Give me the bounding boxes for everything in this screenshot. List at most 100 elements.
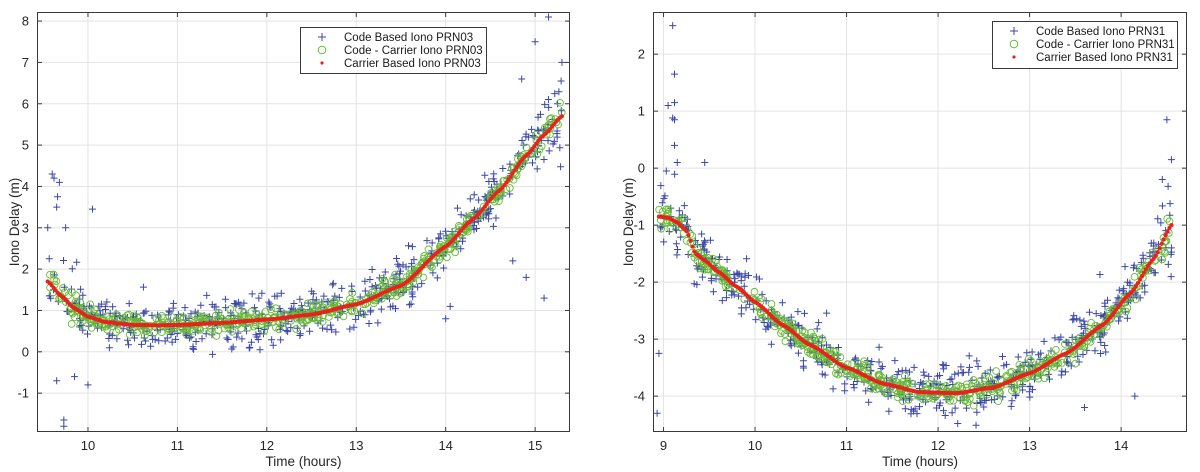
code-carrier-point xyxy=(664,205,673,214)
y-tick-label: 2 xyxy=(22,262,29,277)
code-point xyxy=(139,283,147,291)
code-point xyxy=(365,319,373,327)
y-tick-label: 1 xyxy=(22,303,29,318)
code-carrier-point xyxy=(798,326,807,335)
code-point xyxy=(941,412,949,420)
code-point xyxy=(54,193,62,201)
code-point xyxy=(209,350,217,358)
code-point xyxy=(296,295,304,303)
code-carrier-point xyxy=(975,377,984,386)
code-carrier-point xyxy=(1036,357,1044,365)
code-point xyxy=(1115,286,1123,294)
code-carrier-point xyxy=(925,379,934,388)
code-point xyxy=(125,300,133,308)
code-point xyxy=(707,277,715,285)
code-point xyxy=(1102,348,1110,356)
code-carrier-point xyxy=(1048,349,1056,358)
code-point xyxy=(190,345,198,353)
x-tick-label: 11 xyxy=(171,438,185,453)
y-tick-label: -1 xyxy=(633,218,645,233)
code-point xyxy=(544,96,552,104)
code-carrier-point xyxy=(179,313,188,322)
code-carrier-point xyxy=(158,312,166,320)
code-point xyxy=(1065,339,1073,347)
code-point xyxy=(119,325,127,333)
carrier-point xyxy=(1159,241,1164,246)
code-point xyxy=(224,335,232,343)
code-point xyxy=(1023,349,1031,357)
code-carrier-point xyxy=(313,316,322,325)
code-carrier-point xyxy=(784,318,793,327)
code-point xyxy=(1101,302,1109,310)
code-point xyxy=(556,144,564,152)
legend: Code Based Iono PRN03 Code - Carrier Ion… xyxy=(300,27,487,74)
code-point xyxy=(942,362,950,370)
code-point xyxy=(1026,383,1034,391)
code-point xyxy=(954,420,962,428)
code-point xyxy=(730,270,738,278)
code-point xyxy=(173,329,181,337)
code-point xyxy=(778,299,786,307)
code-carrier-point xyxy=(904,395,913,404)
code-point xyxy=(255,294,263,302)
code-point xyxy=(485,177,493,185)
x-axis-label: Time (hours) xyxy=(882,454,958,469)
code-carrier-point xyxy=(695,264,704,273)
code-carrier-point xyxy=(533,150,541,159)
code-carrier-point xyxy=(278,319,287,328)
code-point xyxy=(475,196,483,204)
legend-box xyxy=(992,21,1178,69)
y-tick-label: 0 xyxy=(22,344,29,359)
code-carrier-point xyxy=(875,372,884,381)
code-point xyxy=(367,306,375,314)
code-point xyxy=(428,239,436,247)
code-point xyxy=(948,375,956,383)
code-point xyxy=(674,246,682,254)
code-carrier-point xyxy=(1158,255,1166,264)
y-tick-label: 8 xyxy=(22,14,29,29)
code-carrier-point xyxy=(414,266,423,275)
code-point xyxy=(891,357,899,365)
code-point xyxy=(954,369,962,377)
carrier-point xyxy=(506,177,511,182)
code-carrier-point xyxy=(740,295,749,304)
code-point xyxy=(801,309,809,317)
code-point xyxy=(981,396,989,404)
code-point xyxy=(1158,202,1166,210)
legend-entry-code: Code Based Iono PRN31 xyxy=(1036,26,1165,38)
code-carrier-point xyxy=(756,309,765,318)
code-point xyxy=(1076,316,1084,324)
code-carrier-point xyxy=(1042,368,1051,377)
code-point xyxy=(758,290,766,298)
code-point xyxy=(657,182,665,190)
code-point xyxy=(395,262,403,270)
code-point xyxy=(1147,239,1155,247)
code-carrier-point xyxy=(377,282,386,291)
code-point xyxy=(973,408,981,416)
carrier-point xyxy=(1163,233,1168,238)
code-point xyxy=(531,38,539,46)
code-point xyxy=(534,126,542,134)
code-point xyxy=(913,410,921,418)
code-point xyxy=(722,294,730,302)
code-point xyxy=(408,288,416,296)
code-point xyxy=(557,77,565,85)
code-point xyxy=(1073,315,1081,323)
code-point xyxy=(222,304,230,312)
code-point xyxy=(915,403,923,411)
x-tick-label: 9 xyxy=(660,438,667,453)
plot-area xyxy=(653,12,1187,432)
series-carrier-based xyxy=(656,214,1174,396)
code-point xyxy=(936,372,944,380)
code-point xyxy=(436,230,444,238)
code-point xyxy=(1164,260,1172,268)
code-point xyxy=(555,88,563,96)
code-point xyxy=(672,225,680,233)
code-point xyxy=(453,204,461,212)
carrier-point xyxy=(1141,270,1146,275)
x-tick-label: 12 xyxy=(260,438,274,453)
code-carrier-point xyxy=(962,393,971,402)
carrier-point xyxy=(1161,237,1166,242)
code-point xyxy=(332,328,340,336)
code-point xyxy=(740,282,748,290)
